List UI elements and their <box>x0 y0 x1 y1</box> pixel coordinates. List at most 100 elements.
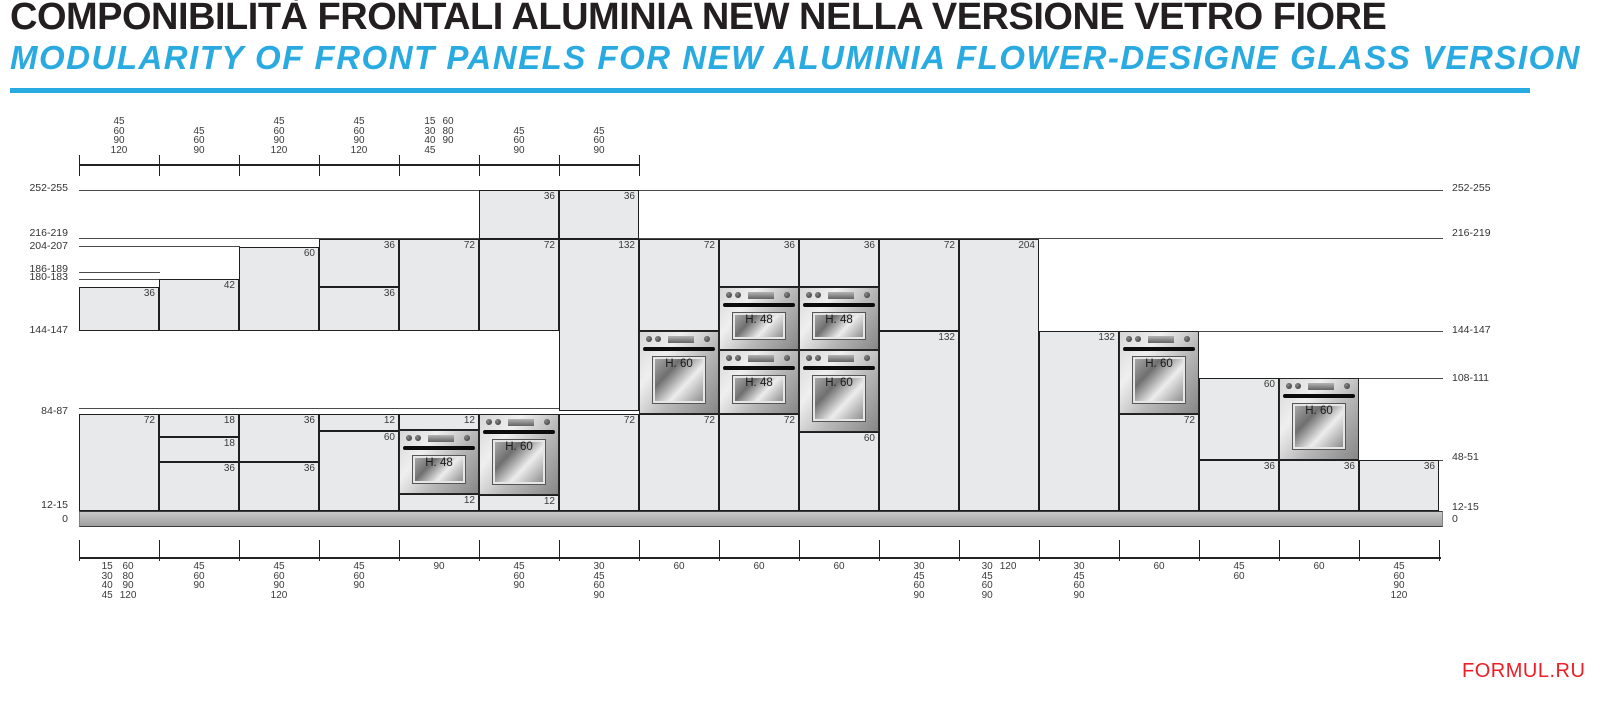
width-options-column: 60 <box>833 561 845 572</box>
panel-height-label: 72 <box>943 240 955 251</box>
reference-line <box>79 279 160 280</box>
panel-height-label: 12 <box>543 496 555 507</box>
built-in-oven: H. 48 <box>719 350 799 414</box>
width-options-label: 45 60 90 120 <box>351 117 368 156</box>
width-options-label: 45 60 90 <box>593 125 605 156</box>
panel-height-label: 72 <box>543 240 555 251</box>
panel-height-label: 36 <box>223 463 235 474</box>
oven-handle-bar <box>803 303 875 307</box>
oven-knob-icon <box>1295 383 1301 389</box>
width-options-label: 45 60 90 120 <box>111 117 128 156</box>
ruler-tick <box>1199 540 1200 561</box>
width-options-column: 15 30 40 45 <box>101 561 113 601</box>
width-options-column: 30 45 60 90 <box>593 561 605 601</box>
oven-height-label: H. 48 <box>425 457 453 469</box>
panel-height-label: 36 <box>303 463 315 474</box>
panel-height-label: 60 <box>303 248 315 259</box>
oven-height-label: H. 60 <box>665 358 693 370</box>
built-in-oven: H. 60 <box>1279 378 1359 460</box>
ruler-tick <box>799 540 800 561</box>
width-options-label: 60 <box>1313 562 1324 572</box>
panel-height-label: 36 <box>383 240 395 251</box>
width-options-label: 30 45 60 90 <box>1073 562 1084 601</box>
front-panel: 42 <box>159 279 239 331</box>
oven-door-window <box>1293 404 1345 449</box>
oven-knob-icon <box>806 355 812 361</box>
ruler-tick <box>1279 540 1280 561</box>
oven-handle-bar <box>403 446 475 450</box>
panel-height-label: 36 <box>783 240 795 251</box>
oven-knob-icon <box>1286 383 1292 389</box>
width-options-label: 45 60 90 120 <box>1391 562 1408 601</box>
height-range-label: 186-189 <box>29 263 68 275</box>
oven-knob-icon <box>464 435 470 441</box>
panel-height-label: 18 <box>223 415 235 426</box>
front-panel: 36 <box>559 190 639 239</box>
oven-knob-icon <box>806 292 812 298</box>
panel-height-label: 36 <box>1423 461 1435 472</box>
panel-height-label: 36 <box>543 191 555 202</box>
panel-height-label: 132 <box>1098 332 1115 343</box>
reference-line <box>79 272 160 273</box>
front-panel: 204 <box>959 239 1039 511</box>
width-options-column: 45 60 90 120 <box>270 561 288 601</box>
panel-height-label: 12 <box>463 495 475 506</box>
oven-door-window <box>1133 357 1185 403</box>
front-panel: 60 <box>319 431 399 511</box>
height-range-label: 252-255 <box>29 182 68 194</box>
oven-display-icon <box>1148 336 1174 343</box>
oven-height-label: H. 60 <box>505 441 533 453</box>
oven-door-window <box>653 357 705 403</box>
plinth-base <box>79 511 1443 527</box>
oven-display-icon <box>668 336 694 343</box>
oven-knob-icon <box>655 336 661 342</box>
oven-height-label: H. 60 <box>825 377 853 389</box>
width-options-label: 15 30 40 45 60 80 90 120 <box>101 561 137 601</box>
oven-knob-icon <box>415 435 421 441</box>
panel-height-label: 72 <box>703 240 715 251</box>
height-range-label: 204-207 <box>29 240 68 252</box>
oven-door-window <box>813 376 865 421</box>
front-panel: 36 <box>319 239 399 287</box>
page-title-italian: COMPONIBILITÀ FRONTALI ALUMINIA NEW NELL… <box>10 0 1387 38</box>
width-options-column: 45 60 90 <box>593 125 605 156</box>
ruler-tick <box>399 155 400 176</box>
panel-height-label: 36 <box>1343 461 1355 472</box>
width-options-column: 45 60 90 120 <box>270 116 288 156</box>
oven-display-icon <box>828 292 854 299</box>
width-options-column: 90 <box>433 561 445 572</box>
front-panel: 36 <box>479 190 559 239</box>
width-options-column: 60 <box>673 561 685 572</box>
panel-height-label: 60 <box>863 433 875 444</box>
ruler-tick <box>159 540 160 561</box>
oven-knob-icon <box>1135 336 1141 342</box>
panel-height-label: 60 <box>383 432 395 443</box>
ruler-tick <box>639 155 640 176</box>
ruler-tick <box>479 540 480 561</box>
front-panel: 72 <box>879 239 959 331</box>
height-range-label: 144-147 <box>1452 324 1491 336</box>
built-in-oven: H. 60 <box>479 414 559 495</box>
front-panel: 72 <box>639 239 719 331</box>
ruler-tick <box>1359 540 1360 561</box>
width-options-label: 15 30 40 45 60 80 90 <box>424 117 453 156</box>
panel-height-label: 72 <box>623 415 635 426</box>
ruler-tick <box>239 540 240 561</box>
ruler-tick <box>79 540 80 561</box>
width-options-label: 60 <box>673 562 684 572</box>
front-panel: 60 <box>1199 378 1279 460</box>
panel-height-label: 72 <box>703 415 715 426</box>
width-options-label: 45 60 90 <box>513 562 524 591</box>
front-panel: 132 <box>879 331 959 511</box>
panel-height-label: 204 <box>1018 240 1035 251</box>
bottom-width-ruler <box>79 557 1441 559</box>
front-panel: 72 <box>399 239 479 331</box>
page-title-english: MODULARITY OF FRONT PANELS FOR NEW ALUMI… <box>10 39 1581 76</box>
width-options-column: 45 60 90 <box>513 125 525 156</box>
oven-knob-icon <box>784 292 790 298</box>
oven-handle-bar <box>643 347 715 351</box>
panel-height-label: 12 <box>463 415 475 426</box>
width-options-label: 90 <box>433 562 444 572</box>
width-options-column: 45 60 90 <box>193 561 205 591</box>
